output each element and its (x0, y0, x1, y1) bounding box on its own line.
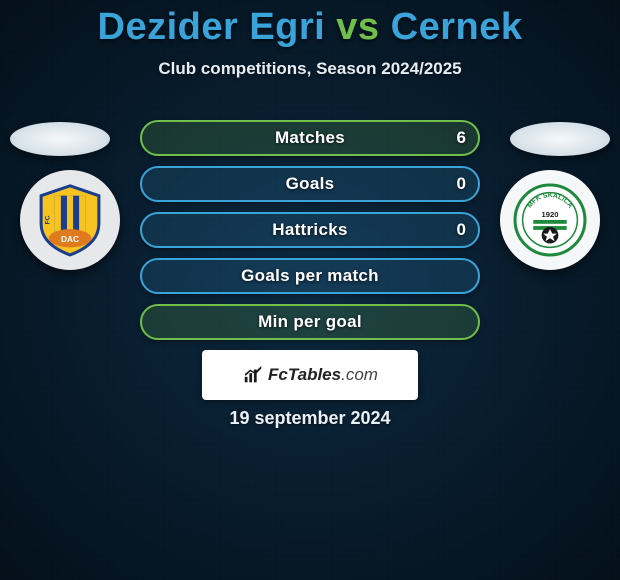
date-label: 19 september 2024 (0, 408, 620, 429)
stat-bar: Min per goal (140, 304, 480, 340)
player-photo-placeholder-left (10, 122, 110, 156)
stat-bars: Matches 6 Goals 0 Hattricks 0 Goals per match M… (140, 120, 480, 350)
team-crest-left: DAC FC (20, 170, 120, 270)
team-crest-right: MFK SKALICA 1920 (500, 170, 600, 270)
title-vs: vs (336, 6, 379, 48)
stat-bar-value-right: 0 (457, 220, 466, 240)
stat-bar: Goals per match (140, 258, 480, 294)
player-photo-placeholder-right (510, 122, 610, 156)
subtitle: Club competitions, Season 2024/2025 (0, 59, 620, 79)
svg-text:1920: 1920 (542, 210, 559, 219)
stat-bar-label: Hattricks (272, 220, 347, 240)
brand-text: FcTables.com (268, 365, 378, 385)
title-player1: Dezider Egri (98, 6, 326, 48)
title-player2: Cernek (391, 6, 523, 48)
stat-bar-label: Goals (286, 174, 335, 194)
brand-chart-icon (242, 364, 264, 386)
svg-text:DAC: DAC (61, 234, 79, 244)
stat-bar-value-right: 6 (457, 128, 466, 148)
dac-crest-icon: DAC FC (32, 182, 108, 258)
stat-bar-label: Matches (275, 128, 345, 148)
stat-bar: Matches 6 (140, 120, 480, 156)
svg-text:FC: FC (44, 215, 51, 224)
brand-box[interactable]: FcTables.com (202, 350, 418, 400)
stat-bar-label: Min per goal (258, 312, 362, 332)
skalica-crest-icon: MFK SKALICA 1920 (512, 182, 588, 258)
stat-bar: Goals 0 (140, 166, 480, 202)
stat-bar-label: Goals per match (241, 266, 379, 286)
page-title: Dezider Egri vs Cernek (0, 0, 620, 49)
stat-bar: Hattricks 0 (140, 212, 480, 248)
stat-bar-value-right: 0 (457, 174, 466, 194)
